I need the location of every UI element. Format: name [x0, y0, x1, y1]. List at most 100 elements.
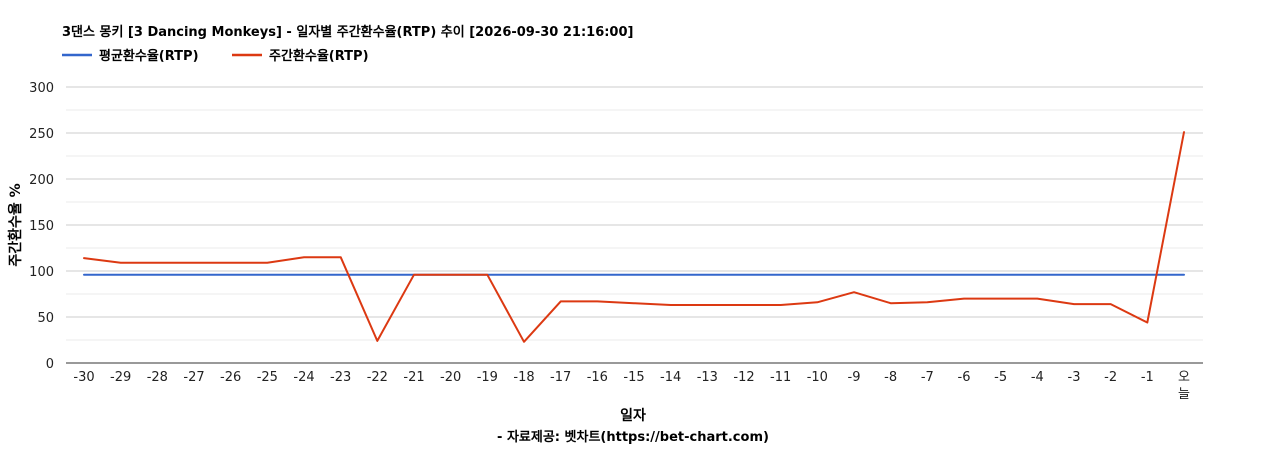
legend-label-weekly-rtp: 주간환수율(RTP) [269, 48, 369, 64]
x-tick-label: -22 [367, 370, 388, 385]
x-tick-label: -12 [733, 370, 754, 385]
x-tick-label: -1 [1141, 370, 1154, 385]
series-line-weekly-rtp [83, 131, 1185, 343]
data-point-weekly-rtp[interactable] [593, 297, 601, 305]
data-point-weekly-rtp[interactable] [300, 253, 308, 261]
x-tick-label: -26 [220, 370, 241, 385]
x-tick-label: -15 [623, 370, 644, 385]
data-point-average-rtp[interactable] [997, 271, 1005, 279]
data-point-weekly-rtp[interactable] [80, 254, 88, 262]
x-tick-label: -10 [807, 370, 828, 385]
data-point-weekly-rtp[interactable] [1143, 319, 1151, 327]
data-point-weekly-rtp[interactable] [117, 259, 125, 267]
data-point-average-rtp[interactable] [1180, 271, 1188, 279]
x-tick-label: -25 [257, 370, 278, 385]
data-point-weekly-rtp[interactable] [740, 301, 748, 309]
data-point-average-rtp[interactable] [850, 271, 858, 279]
x-tick-label: -24 [293, 370, 314, 385]
x-tick-label: -16 [587, 370, 608, 385]
data-point-average-rtp[interactable] [520, 271, 528, 279]
data-point-average-rtp[interactable] [263, 271, 271, 279]
chart-title: 3댄스 몽키 [3 Dancing Monkeys] - 일자별 주간환수율(R… [62, 24, 633, 40]
x-axis-ticks: -30 -29 -28 -27 -26 -25 -24 -23 -22 -21 -20 -19 -18 -… [73, 370, 1190, 402]
x-tick-label: -17 [550, 370, 571, 385]
data-point-average-rtp[interactable] [630, 271, 638, 279]
x-tick-label: -3 [1068, 370, 1081, 385]
y-tick-label: 50 [37, 311, 54, 326]
y-tick-label: 200 [29, 173, 54, 188]
data-point-average-rtp[interactable] [1107, 271, 1115, 279]
x-axis-title: 일자 [620, 408, 646, 424]
data-point-weekly-rtp[interactable] [630, 299, 638, 307]
x-tick-label: -2 [1104, 370, 1117, 385]
data-point-weekly-rtp[interactable] [1070, 300, 1078, 308]
data-point-weekly-rtp[interactable] [373, 337, 381, 345]
data-point-weekly-rtp[interactable] [887, 299, 895, 307]
data-point-average-rtp[interactable] [557, 271, 565, 279]
y-tick-label: 150 [29, 219, 54, 234]
y-tick-label: 100 [29, 265, 54, 280]
gridlines [66, 86, 1203, 364]
data-point-average-rtp[interactable] [227, 271, 235, 279]
data-source-footer: - 자료제공: 벳차트(https://bet-chart.com) [497, 429, 769, 445]
data-point-weekly-rtp[interactable] [923, 298, 931, 306]
x-tick-label: -20 [440, 370, 461, 385]
y-axis-ticks: 0 50 100 150 200 250 300 [29, 81, 54, 372]
data-point-average-rtp[interactable] [887, 271, 895, 279]
data-point-average-rtp[interactable] [300, 271, 308, 279]
data-point-average-rtp[interactable] [1070, 271, 1078, 279]
y-tick-label: 0 [46, 357, 54, 372]
x-tick-label: -30 [73, 370, 94, 385]
data-point-weekly-rtp[interactable] [777, 301, 785, 309]
data-point-average-rtp[interactable] [740, 271, 748, 279]
data-point-weekly-rtp[interactable] [337, 253, 345, 261]
data-point-weekly-rtp[interactable] [227, 259, 235, 267]
data-point-average-rtp[interactable] [117, 271, 125, 279]
data-point-average-rtp[interactable] [373, 271, 381, 279]
data-point-average-rtp[interactable] [813, 271, 821, 279]
data-point-weekly-rtp[interactable] [483, 271, 491, 279]
data-point-average-rtp[interactable] [667, 271, 675, 279]
y-tick-label: 300 [29, 81, 54, 96]
data-point-weekly-rtp[interactable] [1180, 128, 1188, 136]
data-point-weekly-rtp[interactable] [447, 271, 455, 279]
x-tick-label: -11 [770, 370, 791, 385]
data-point-average-rtp[interactable] [153, 271, 161, 279]
data-point-weekly-rtp[interactable] [520, 338, 528, 346]
data-point-weekly-rtp[interactable] [557, 297, 565, 305]
x-tick-label: -14 [660, 370, 681, 385]
x-tick-label: -4 [1031, 370, 1044, 385]
x-tick-label: -27 [183, 370, 204, 385]
data-point-average-rtp[interactable] [1143, 271, 1151, 279]
data-point-weekly-rtp[interactable] [960, 295, 968, 303]
x-tick-label: -6 [958, 370, 971, 385]
data-point-weekly-rtp[interactable] [153, 259, 161, 267]
data-point-average-rtp[interactable] [337, 271, 345, 279]
data-point-weekly-rtp[interactable] [1107, 300, 1115, 308]
data-point-weekly-rtp[interactable] [703, 301, 711, 309]
data-point-average-rtp[interactable] [777, 271, 785, 279]
data-point-average-rtp[interactable] [1033, 271, 1041, 279]
legend-label-average-rtp: 평균환수율(RTP) [99, 48, 199, 64]
data-point-weekly-rtp[interactable] [997, 295, 1005, 303]
data-point-average-rtp[interactable] [80, 271, 88, 279]
x-tick-label: -18 [513, 370, 534, 385]
data-point-weekly-rtp[interactable] [850, 288, 858, 296]
y-axis-title: 주간환수율 % [7, 183, 24, 266]
data-point-weekly-rtp[interactable] [190, 259, 198, 267]
x-tick-label: -21 [403, 370, 424, 385]
data-point-average-rtp[interactable] [190, 271, 198, 279]
data-point-weekly-rtp[interactable] [813, 298, 821, 306]
x-tick-label: -9 [848, 370, 861, 385]
data-point-weekly-rtp[interactable] [263, 259, 271, 267]
data-point-weekly-rtp[interactable] [1033, 295, 1041, 303]
data-point-weekly-rtp[interactable] [667, 301, 675, 309]
data-point-average-rtp[interactable] [703, 271, 711, 279]
data-point-average-rtp[interactable] [593, 271, 601, 279]
data-point-average-rtp[interactable] [960, 271, 968, 279]
y-tick-label: 250 [29, 127, 54, 142]
data-point-average-rtp[interactable] [923, 271, 931, 279]
data-point-weekly-rtp[interactable] [410, 271, 418, 279]
x-tick-label: -8 [884, 370, 897, 385]
